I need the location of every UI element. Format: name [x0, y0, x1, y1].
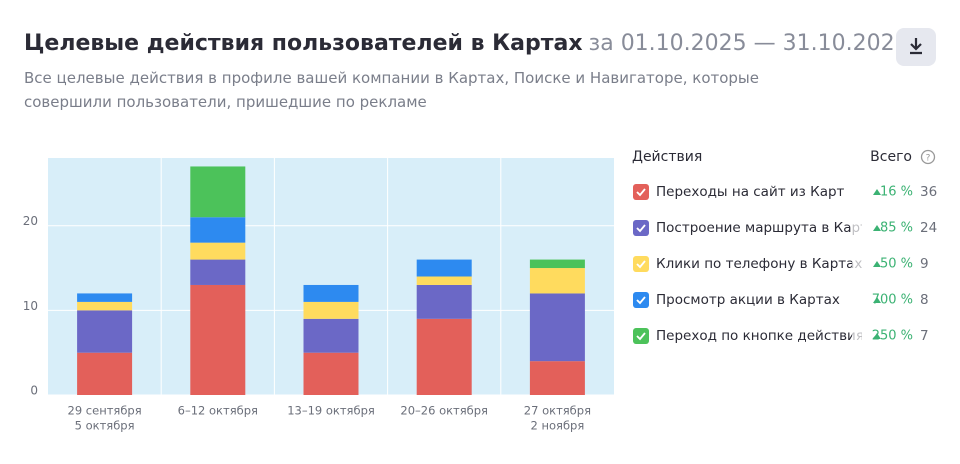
- change-arrow: [873, 297, 881, 303]
- bar-segment: [190, 259, 246, 285]
- help-circle[interactable]: [920, 149, 936, 165]
- legend-item[interactable]: [633, 292, 649, 308]
- legend-checkbox[interactable]: [633, 328, 649, 344]
- legend-fade: [852, 219, 864, 237]
- legend-label: Клики по телефону в Картах: [656, 256, 862, 272]
- title: Целевые действия пользователей в Картах: [24, 31, 583, 56]
- total-value: 36: [920, 184, 937, 200]
- bar-segment: [303, 301, 359, 319]
- legend-fade: [852, 327, 864, 345]
- total-value: 24: [920, 220, 937, 236]
- bar-segment: [529, 268, 585, 294]
- checkmark: [636, 296, 646, 305]
- legend-names: Переходы на сайт из Карт Построение маршр…: [656, 184, 884, 344]
- legend-title: Действия: [632, 149, 702, 165]
- bar-segment: [190, 217, 246, 243]
- y-tick-label: 20: [23, 214, 38, 228]
- total-value: 7: [920, 328, 929, 344]
- bar-segment: [416, 318, 472, 395]
- bar-segment: [77, 301, 133, 311]
- bar-segment: [416, 259, 472, 277]
- help-mark[interactable]: ?: [926, 154, 931, 164]
- bar-segment: [416, 276, 472, 285]
- y-tick-label: 0: [30, 384, 38, 398]
- x-tick-label: 27 октября: [524, 404, 591, 418]
- legend-checkbox[interactable]: [633, 256, 649, 272]
- legend-label: Построение маршрута в Картах: [656, 220, 884, 236]
- legend-item[interactable]: [633, 220, 649, 236]
- change-arrow: [873, 261, 881, 267]
- legend-fade: [852, 183, 864, 201]
- period: за 01.10.2025 — 31.10.2025: [589, 31, 909, 56]
- checkmark: [636, 332, 646, 341]
- legend-label: Переходы на сайт из Карт: [656, 184, 845, 200]
- bar-segment: [416, 284, 472, 319]
- subtitle: Все целевые действия в профиле вашей ком…: [24, 69, 759, 111]
- x-tick-label: 6–12 октября: [178, 404, 258, 418]
- change-arrow: [873, 189, 881, 195]
- checkmark: [636, 188, 646, 197]
- change-label: 700 %: [872, 293, 913, 308]
- x-tick-label: 13–19 октября: [287, 404, 375, 418]
- bar-segment: [77, 293, 133, 302]
- download-button[interactable]: [896, 28, 936, 66]
- bar-segment: [303, 318, 359, 353]
- chart-title: Целевые действия пользователей в Картах з…: [24, 31, 909, 56]
- bar-segment: [529, 293, 585, 362]
- legend-checkbox[interactable]: [633, 292, 649, 308]
- bar-segment: [77, 352, 133, 395]
- y-tick-label: 10: [23, 299, 38, 313]
- legend-item[interactable]: [633, 184, 649, 200]
- legend-label: Переход по кнопке действия из: [656, 328, 884, 344]
- total-value: 9: [920, 256, 929, 272]
- total-value: 8: [920, 292, 929, 308]
- checkmark: [636, 224, 646, 233]
- legend-fade: [852, 291, 864, 309]
- x-tick-label: 2 ноября: [531, 419, 585, 433]
- bar-segment: [190, 284, 246, 395]
- subtitle-box: Все целевые действия в профиле вашей ком…: [24, 69, 759, 111]
- change-arrow: [873, 333, 881, 339]
- bar-segment: [529, 361, 585, 395]
- change-label: 85 %: [880, 221, 913, 236]
- legend-checkbox[interactable]: [633, 184, 649, 200]
- x-tick-label: 20–26 октября: [400, 404, 488, 418]
- total-title: Всего: [870, 149, 912, 165]
- bar-segment: [77, 310, 133, 353]
- download-icon[interactable]: [910, 38, 922, 55]
- change-label: 250 %: [872, 329, 913, 344]
- legend-checkbox[interactable]: [633, 220, 649, 236]
- bar-segment: [303, 352, 359, 395]
- bar-segment: [303, 284, 359, 302]
- change-label: 16 %: [880, 185, 913, 200]
- legend-item[interactable]: [633, 328, 649, 344]
- x-tick-label: 5 октября: [75, 419, 135, 433]
- checkmark: [636, 260, 646, 269]
- bar-segment: [190, 166, 246, 218]
- help-icon[interactable]: ?: [920, 149, 936, 165]
- x-tick-label: 29 сентября: [68, 404, 142, 418]
- legend-item[interactable]: [633, 256, 649, 272]
- change-label: 50 %: [880, 257, 913, 272]
- bar-segment: [529, 259, 585, 269]
- legend-fade: [852, 255, 864, 273]
- change-arrow: [873, 225, 881, 231]
- legend-label: Просмотр акции в Картах: [656, 292, 840, 308]
- bar-segment: [190, 242, 246, 260]
